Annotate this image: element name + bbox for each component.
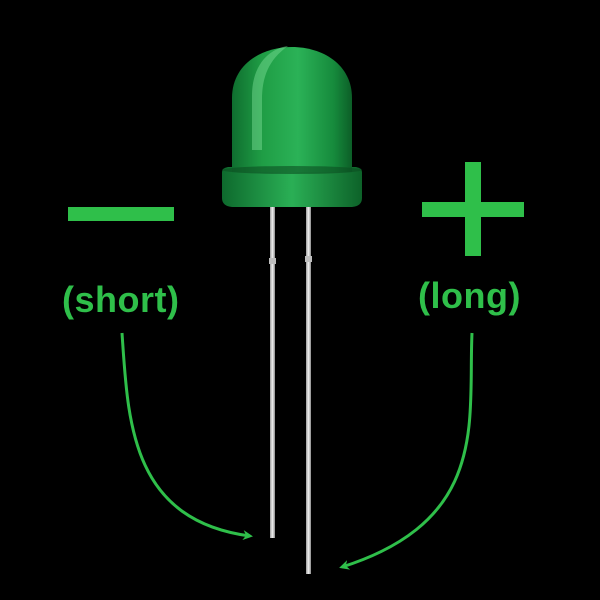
dome-rim-shadow xyxy=(222,166,362,174)
long-label: (long) xyxy=(418,275,521,316)
long-arrow xyxy=(339,332,474,570)
minus-symbol xyxy=(68,207,174,221)
led-flange xyxy=(222,167,362,207)
short-lead-kink xyxy=(269,258,276,264)
short-label: (short) xyxy=(62,279,180,320)
long-lead-kink xyxy=(305,256,312,262)
led-dome xyxy=(232,47,352,172)
long-lead xyxy=(306,196,311,574)
led-highlight xyxy=(252,46,288,150)
plus-symbol xyxy=(422,162,524,256)
short-lead xyxy=(270,196,275,538)
green-led xyxy=(222,46,362,574)
short-arrow xyxy=(120,332,253,541)
